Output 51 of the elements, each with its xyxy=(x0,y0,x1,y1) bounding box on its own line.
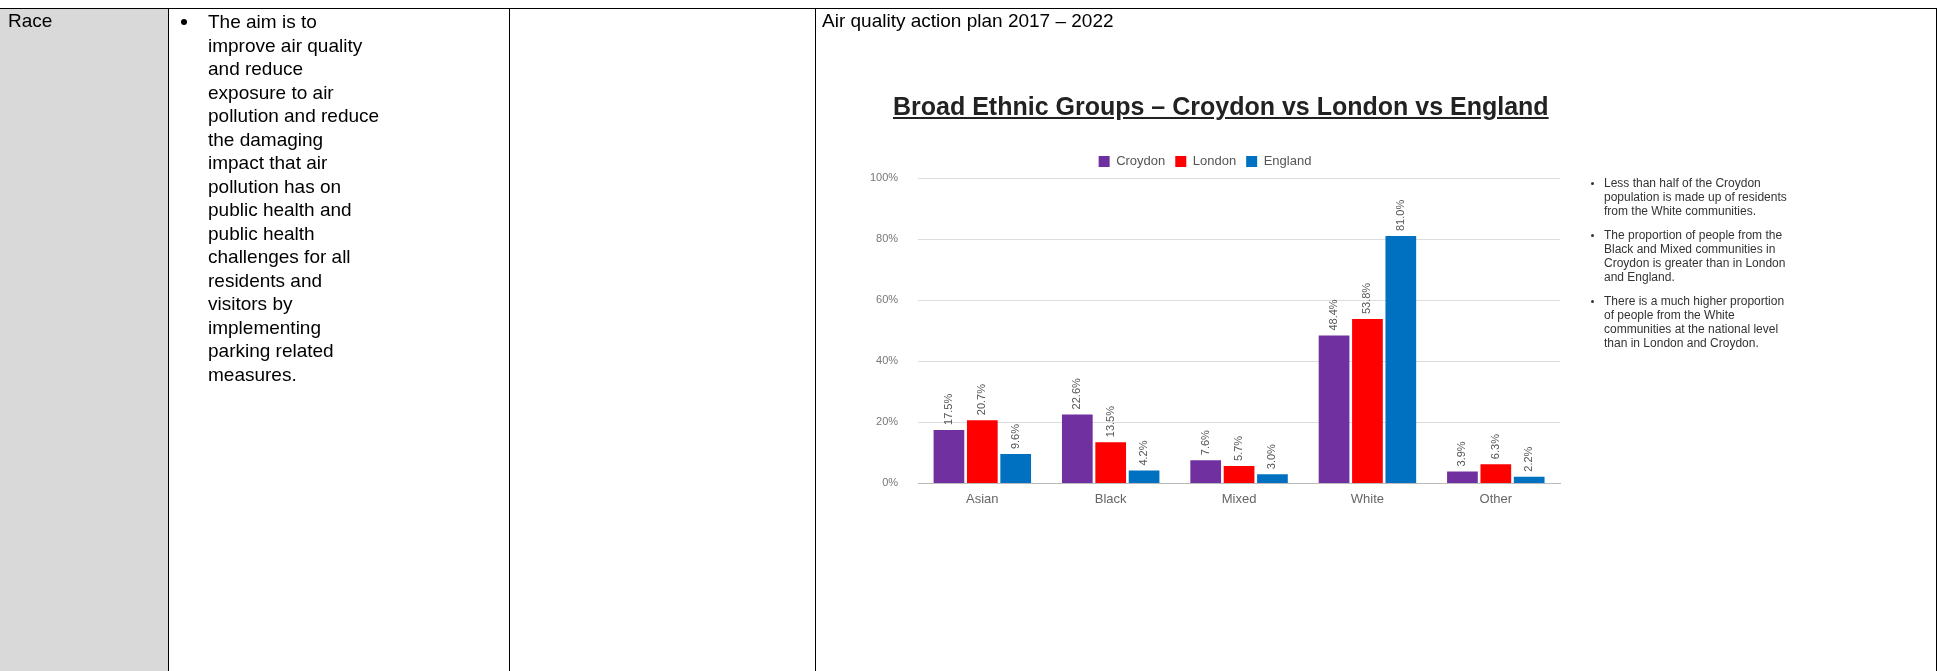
y-tick-label: 0% xyxy=(882,476,899,489)
data-label: 13.5% xyxy=(1103,405,1116,438)
bar xyxy=(1513,476,1545,483)
data-label: 3.0% xyxy=(1265,443,1278,470)
data-label: 53.8% xyxy=(1360,282,1373,315)
bar xyxy=(1385,236,1417,483)
x-tick-label: Other xyxy=(1479,490,1513,506)
y-tick-label: 80% xyxy=(876,232,899,245)
x-tick-label: Mixed xyxy=(1221,490,1257,506)
bar xyxy=(1061,414,1093,483)
data-label: 2.2% xyxy=(1522,446,1535,472)
bar xyxy=(1257,474,1288,483)
text: Air quality action plan 2017 – 2022 xyxy=(822,10,1114,32)
bar xyxy=(1000,454,1032,483)
data-label: 48.4% xyxy=(1327,299,1340,331)
legend-label: England xyxy=(1263,153,1312,169)
bar xyxy=(1447,471,1478,483)
x-tick-label: Asian xyxy=(966,490,999,506)
bar xyxy=(1095,442,1127,483)
text: The aim is to improve air quality and reduce exposure to air pollution and reduce the damaging impact that air pollution has on public health and public health challenges for all residents and visitors by implementing parking related measures. xyxy=(208,11,380,385)
bar xyxy=(933,429,965,483)
bar xyxy=(1190,460,1222,483)
data-label: 3.9% xyxy=(1455,441,1468,467)
x-tick-label: Black xyxy=(1094,490,1128,506)
bar xyxy=(966,420,998,483)
data-label: 5.7% xyxy=(1232,435,1245,461)
legend-label: London xyxy=(1192,153,1237,169)
bar xyxy=(1223,465,1255,483)
legend-label: Croydon xyxy=(1116,153,1166,169)
text: Less than half of the Croydon population is made up of residents from the White communities. xyxy=(1604,176,1787,218)
data-label: 4.2% xyxy=(1137,440,1150,466)
bar xyxy=(1480,464,1512,483)
data-label: 6.3% xyxy=(1488,433,1501,460)
x-tick-label: White xyxy=(1350,490,1385,506)
data-label: 7.6% xyxy=(1198,429,1211,456)
data-label: 20.7% xyxy=(975,383,988,416)
y-tick-label: 40% xyxy=(876,354,899,367)
text: The proportion of people from the Black and Mixed communities in Croydon is greater than in London and England. xyxy=(1604,228,1786,284)
bar xyxy=(1352,319,1383,483)
y-tick-label: 20% xyxy=(876,415,899,428)
data-label: 17.5% xyxy=(941,393,954,425)
y-tick-label: 100% xyxy=(869,171,899,184)
text: Race xyxy=(8,10,53,32)
data-label: 22.6% xyxy=(1070,377,1083,410)
data-label: 81.0% xyxy=(1393,199,1406,232)
text: There is a much higher proportion of people from the White communities at the national level than in London and Croydon. xyxy=(1604,294,1785,350)
bar xyxy=(1128,470,1160,483)
data-label: 9.6% xyxy=(1008,423,1021,450)
bar xyxy=(1318,335,1350,483)
chart-title: Broad Ethnic Groups – Croydon vs London vs England xyxy=(893,92,1549,121)
y-tick-label: 60% xyxy=(876,293,899,306)
